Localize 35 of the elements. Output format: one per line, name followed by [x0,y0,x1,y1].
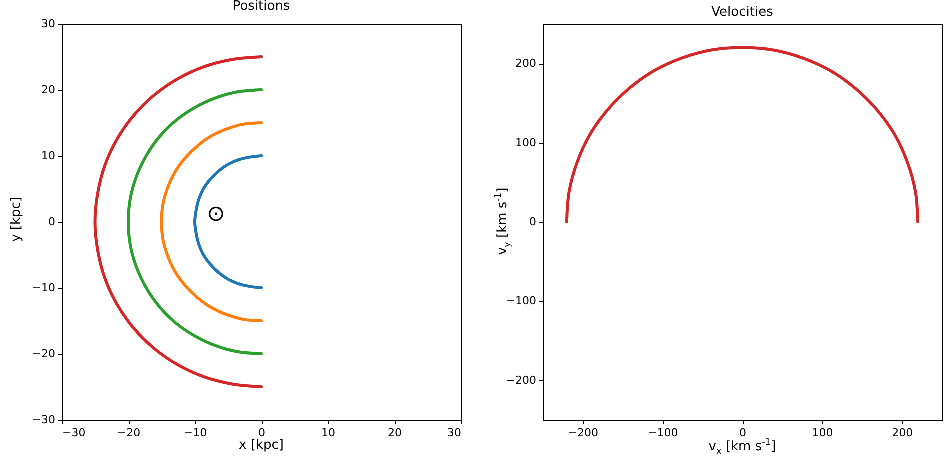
annotation: ⊙ [207,201,226,229]
x-tick-label: −10 [184,426,208,440]
x-tick-label: 0 [740,426,746,440]
y-axis-title: y [kpc] [9,196,24,244]
y-tick-label: 0 [48,216,56,228]
line-series [194,154,263,290]
line-series [565,46,920,224]
y-tick-label: −100 [506,294,536,308]
x-tick-label: 100 [812,426,834,440]
y-tick-label: 10 [42,150,56,162]
x-axis-title: x [kpc] [238,438,285,453]
x-tick-label: 20 [388,426,402,440]
x-tick-label: −30 [62,426,86,440]
x-axis-title: v$_{x}$ [km s$^{-1}$] [708,438,778,457]
y-tick-label: 200 [516,57,536,70]
y-tick-label: −200 [506,374,536,387]
chart-title: Velocities [712,5,774,20]
y-tick-label: 30 [42,18,56,30]
y-tick-label: −20 [32,348,56,360]
y-tick-label: 100 [516,136,536,150]
y-tick-label: −10 [32,282,56,294]
x-tick-label: 200 [892,426,914,440]
chart-title: Positions [232,0,290,14]
y-tick-label: 20 [42,84,56,96]
x-tick-label: 30 [448,426,462,440]
x-tick-label: −20 [117,426,141,440]
x-tick-label: −100 [648,426,678,440]
y-tick-label: 0 [530,216,536,228]
x-tick-label: −200 [568,426,599,440]
x-tick-label: 0 [258,426,266,440]
line-series [94,56,263,388]
x-tick-label: 10 [322,426,336,440]
y-tick-label: −30 [32,414,56,426]
line-series [160,122,263,322]
line-series [127,88,263,356]
